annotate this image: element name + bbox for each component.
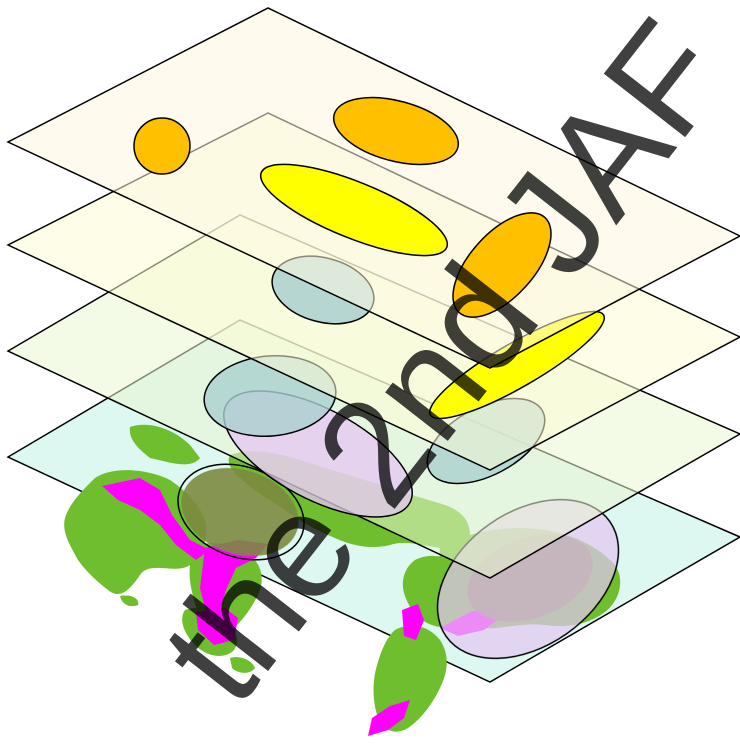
top-layer-yellow-blob: [259, 163, 449, 257]
top-layer-orange-circle: [133, 117, 191, 175]
top-layer: [6, 7, 740, 369]
top-layer-orange-blob-top: [332, 96, 460, 166]
top-layer-orange-blob-right: [452, 212, 552, 318]
map-region-left: [177, 463, 305, 561]
